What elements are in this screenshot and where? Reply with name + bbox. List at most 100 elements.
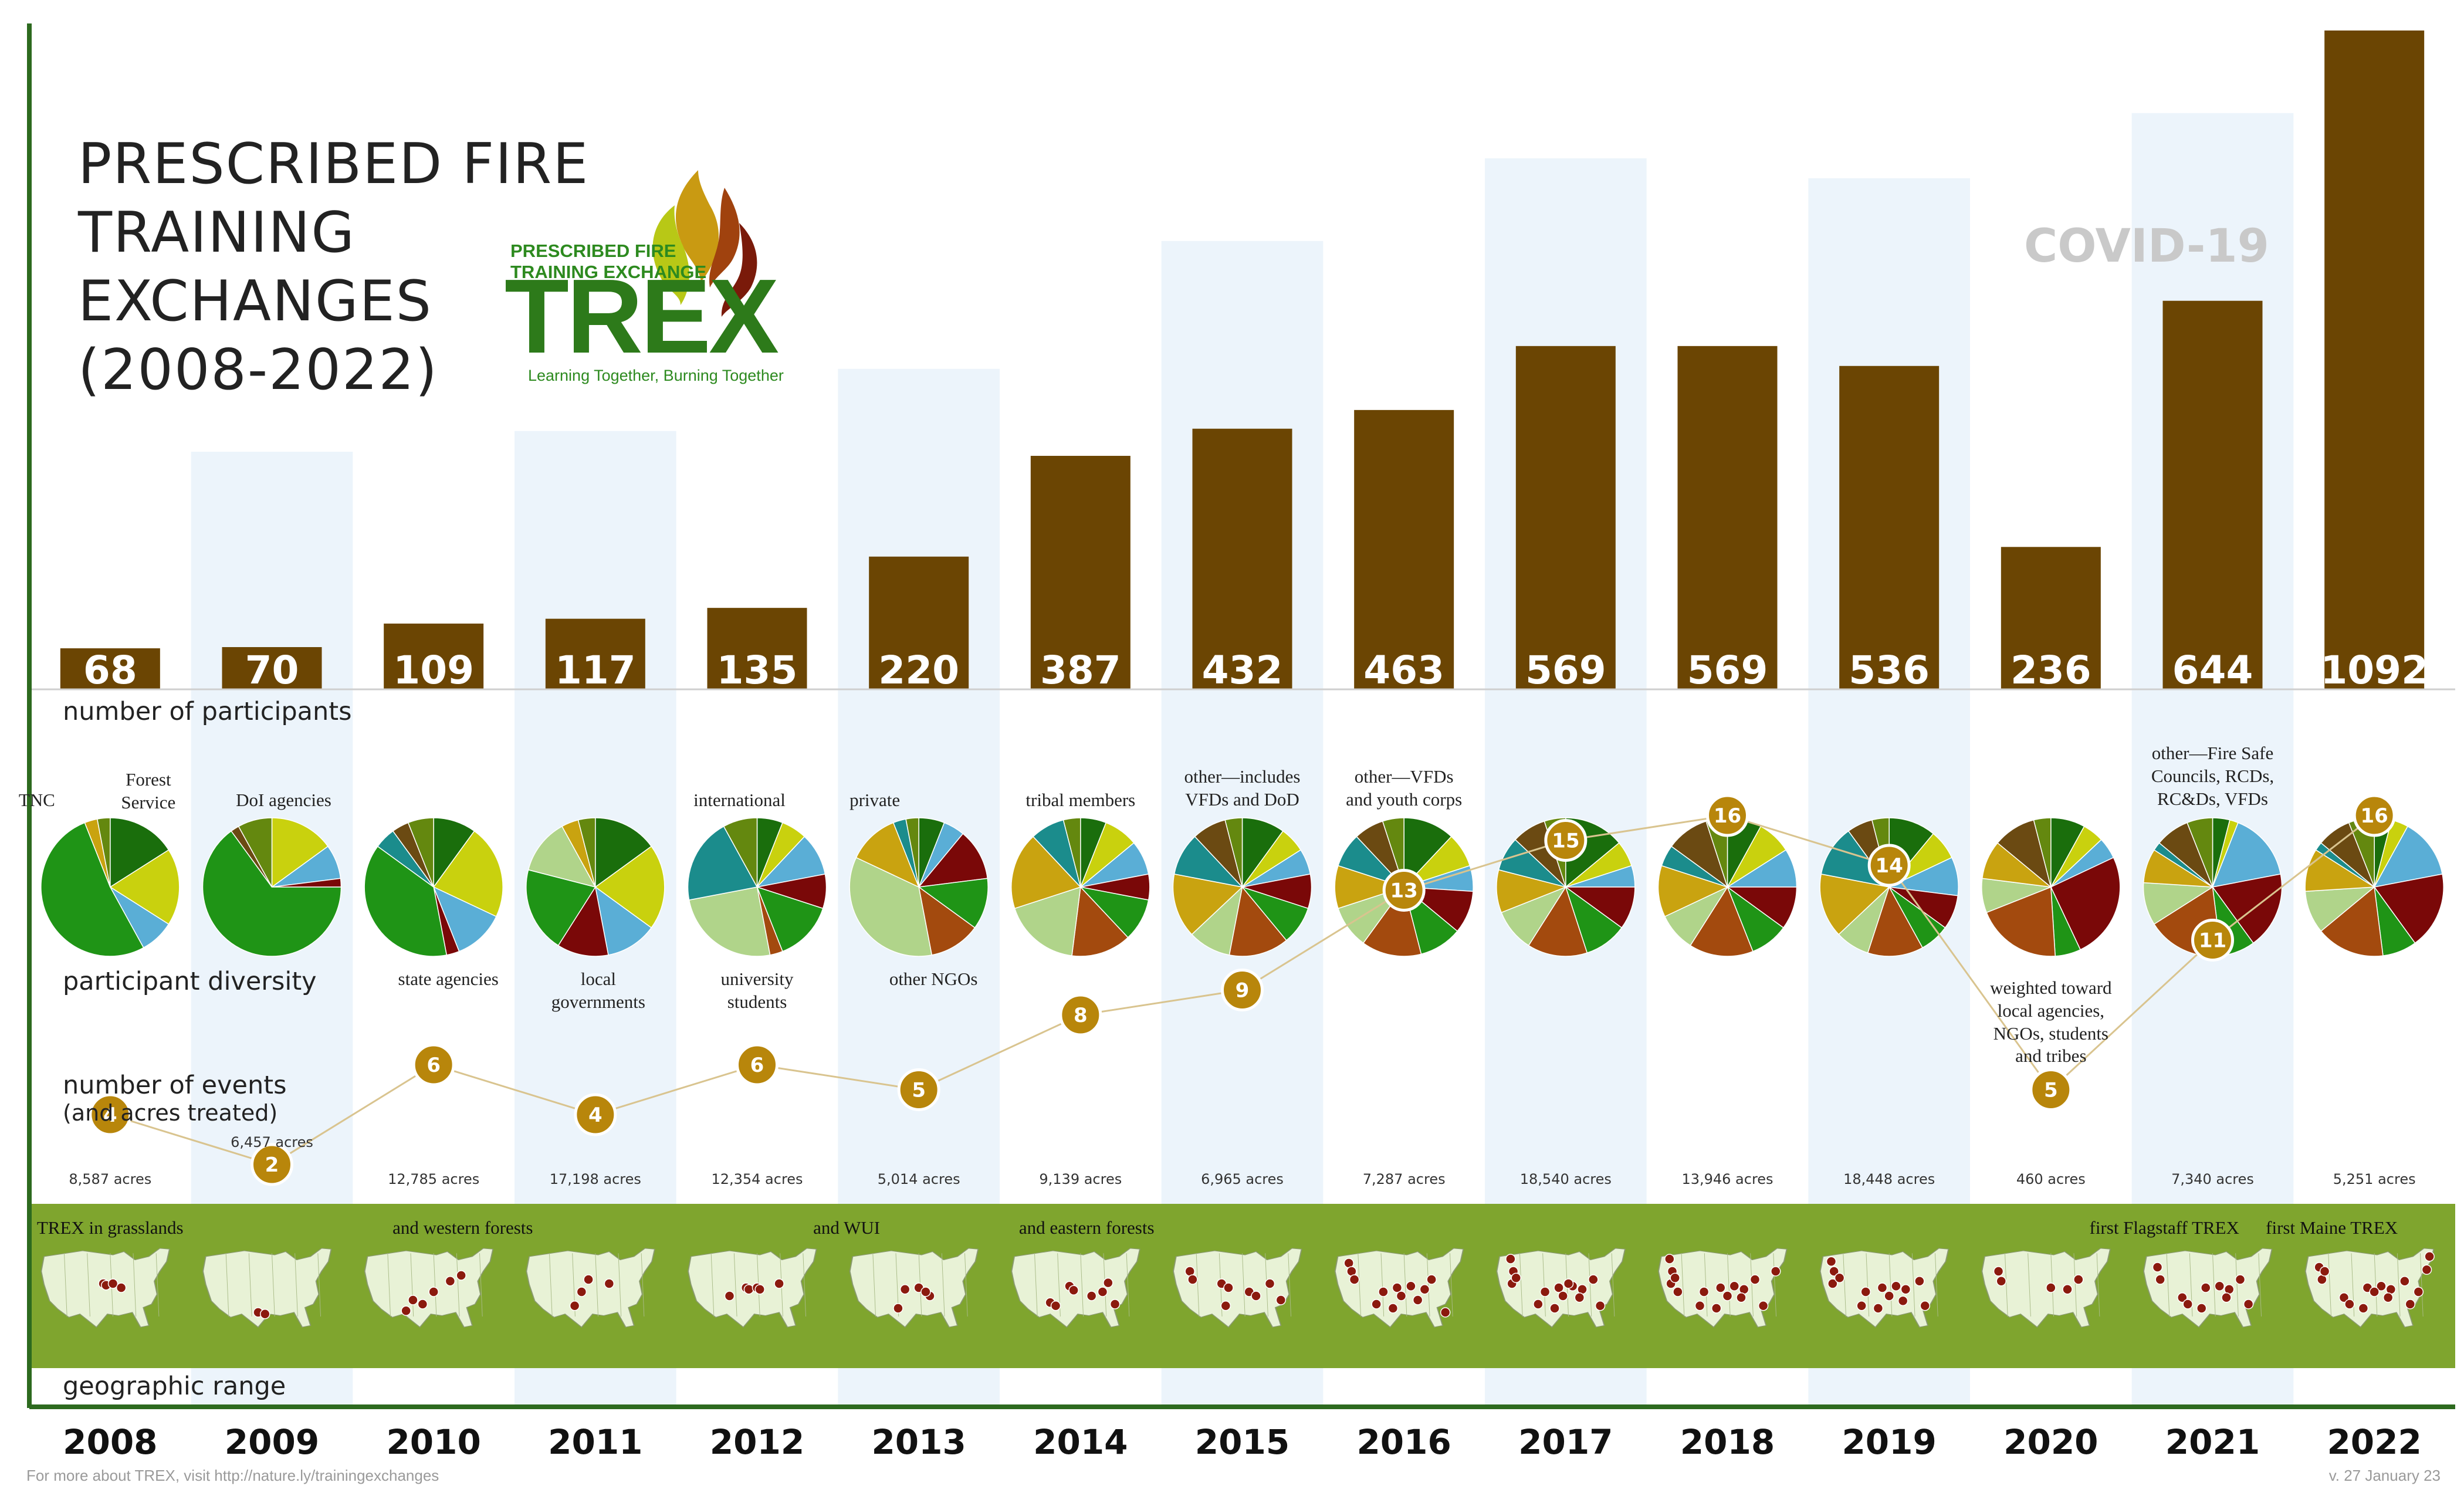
- trex-location-dot-2017-8: [1588, 1274, 1599, 1285]
- pie-slice-2016-0: [1403, 817, 1453, 888]
- event-marker-2018: [1706, 794, 1749, 837]
- us-map-state-line-2016-5: [1450, 1253, 1453, 1317]
- event-marker-2009: [251, 1143, 293, 1186]
- us-map-state-line-2010-5: [479, 1253, 483, 1317]
- covid-label: COVID-19: [2024, 220, 2269, 273]
- pie-slice-2022-5: [2320, 886, 2384, 957]
- diversity-annotation-9: tribal members: [1025, 790, 1136, 810]
- pie-slice-2012-4: [756, 886, 824, 952]
- event-count-2018: 16: [1714, 804, 1741, 828]
- trex-location-dot-2015-3: [1223, 1282, 1234, 1293]
- acres-label-2014: 9,139 acres: [1039, 1171, 1122, 1187]
- pie-slice-2008-3: [40, 822, 144, 957]
- acres-label-2010: 12,785 acres: [388, 1171, 479, 1187]
- year-label-2013: 2013: [871, 1422, 966, 1462]
- trex-location-dot-2013-4: [920, 1287, 931, 1297]
- pie-2008: [40, 817, 180, 957]
- map-note-0: TREX in grasslands: [36, 1217, 184, 1238]
- us-map-state-line-2016-1: [1358, 1253, 1362, 1317]
- pie-slice-2021-2: [2212, 822, 2282, 888]
- us-map-state-line-2018-1: [1681, 1253, 1685, 1317]
- pie-slice-2014-9: [1062, 817, 1081, 888]
- trex-location-dot-2021-9: [2243, 1299, 2254, 1309]
- year-label-2017: 2017: [1518, 1422, 1613, 1462]
- event-marker-2008: [89, 1093, 132, 1136]
- us-map-2011: [526, 1248, 655, 1328]
- pie-slice-2013-6: [855, 822, 920, 888]
- year-label-2016: 2016: [1356, 1422, 1451, 1462]
- pie-slice-2011-5: [527, 825, 597, 888]
- pie-slice-2015-5: [1228, 886, 1287, 957]
- trex-location-dot-2021-3: [2182, 1299, 2193, 1309]
- us-map-state-line-2013-5: [964, 1253, 968, 1317]
- page-title-line-1: PRESCRIBED FIRE: [78, 132, 590, 197]
- trex-location-dot-2010-1: [417, 1299, 428, 1309]
- diversity-annotation-6: university students: [720, 969, 794, 1012]
- trex-location-dot-2022-14: [2369, 1287, 2380, 1297]
- trex-location-dot-2017-0: [1505, 1254, 1516, 1264]
- pie-2012: [687, 817, 827, 957]
- us-map-state-line-2016-3: [1403, 1253, 1407, 1317]
- acres-label-2022: 5,251 acres: [2333, 1171, 2416, 1187]
- map-note-4: first Flagstaff TREX: [2089, 1217, 2239, 1238]
- diversity-annotation-10: other—includes VFDs and DoD: [1184, 766, 1301, 810]
- us-map-2015: [1173, 1248, 1302, 1328]
- event-marker-2014: [1059, 993, 1102, 1037]
- event-marker-2010: [412, 1043, 455, 1087]
- pie-2013: [849, 817, 989, 957]
- map-note-5: first Maine TREX: [2266, 1217, 2398, 1238]
- us-map-state-line-2008-4: [133, 1253, 137, 1317]
- pie-slice-2008-1: [109, 849, 180, 925]
- acres-label-2016: 7,287 acres: [1363, 1171, 1446, 1187]
- trex-location-dot-2019-6: [1891, 1281, 1901, 1291]
- us-map-state-line-2014-3: [1080, 1253, 1084, 1317]
- trex-location-dot-2016-9: [1371, 1299, 1382, 1309]
- trex-location-dot-2017-9: [1549, 1303, 1560, 1314]
- trex-location-dot-2022-15: [2413, 1287, 2424, 1297]
- pie-slice-2014-5: [1071, 886, 1129, 957]
- trex-location-dot-2015-8: [1220, 1301, 1231, 1311]
- footer-link-text: For more about TREX, visit http://nature…: [26, 1467, 439, 1484]
- year-label-2014: 2014: [1033, 1422, 1128, 1462]
- pie-slice-2013-8: [905, 817, 919, 888]
- event-count-2014: 8: [1074, 1004, 1088, 1027]
- event-marker-2022: [2353, 794, 2396, 837]
- event-count-2017: 15: [1552, 830, 1579, 853]
- us-map-state-line-2020-5: [2096, 1253, 2100, 1317]
- acres-label-2017: 18,540 acres: [1520, 1171, 1612, 1187]
- pie-2009: [202, 817, 342, 957]
- diversity-annotation-0: TNC: [18, 790, 55, 810]
- us-map-2010: [364, 1248, 494, 1328]
- us-map-state-line-2016-2: [1380, 1253, 1385, 1317]
- event-marker-2020: [2029, 1068, 2073, 1111]
- event-count-2012: 6: [750, 1054, 764, 1077]
- acres-label-2012: 12,354 acres: [711, 1171, 803, 1187]
- event-count-2022: 16: [2361, 804, 2388, 828]
- trex-location-dot-2015-5: [1264, 1278, 1275, 1289]
- us-map-state-line-2020-1: [2005, 1253, 2008, 1317]
- event-count-2010: 6: [427, 1054, 441, 1077]
- diversity-annotation-7: private: [849, 790, 901, 810]
- bar-2011: [545, 618, 645, 689]
- us-map-state-line-2009-4: [295, 1253, 298, 1317]
- trex-location-dot-2016-3: [1378, 1287, 1389, 1297]
- pie-2015: [1172, 817, 1312, 957]
- pie-slice-2015-0: [1241, 817, 1284, 889]
- trex-location-dot-2020-2: [2046, 1282, 2056, 1293]
- trex-location-dot-2016-2: [1349, 1274, 1360, 1285]
- acres-label-2018: 13,946 acres: [1681, 1171, 1773, 1187]
- trex-location-dot-2011-2: [604, 1278, 615, 1289]
- trex-location-dot-2017-11: [1595, 1301, 1606, 1311]
- logo-line-2: TRAINING EXCHANGE: [510, 262, 707, 282]
- trex-location-dot-2019-3: [1834, 1272, 1845, 1283]
- us-map-state-line-2012-2: [733, 1253, 737, 1317]
- trex-location-dot-2014-5: [1103, 1277, 1113, 1288]
- geo-row-label: geographic range: [63, 1372, 286, 1401]
- logo-wordmark: TREX: [505, 258, 779, 375]
- bar-value-2008: 68: [83, 648, 137, 693]
- pie-slice-2012-8: [723, 817, 758, 888]
- trex-location-dot-2011-1: [583, 1274, 594, 1285]
- year-label-2018: 2018: [1680, 1422, 1775, 1462]
- pie-slice-2022-7: [2304, 849, 2376, 892]
- us-map-state-line-2019-3: [1888, 1253, 1893, 1317]
